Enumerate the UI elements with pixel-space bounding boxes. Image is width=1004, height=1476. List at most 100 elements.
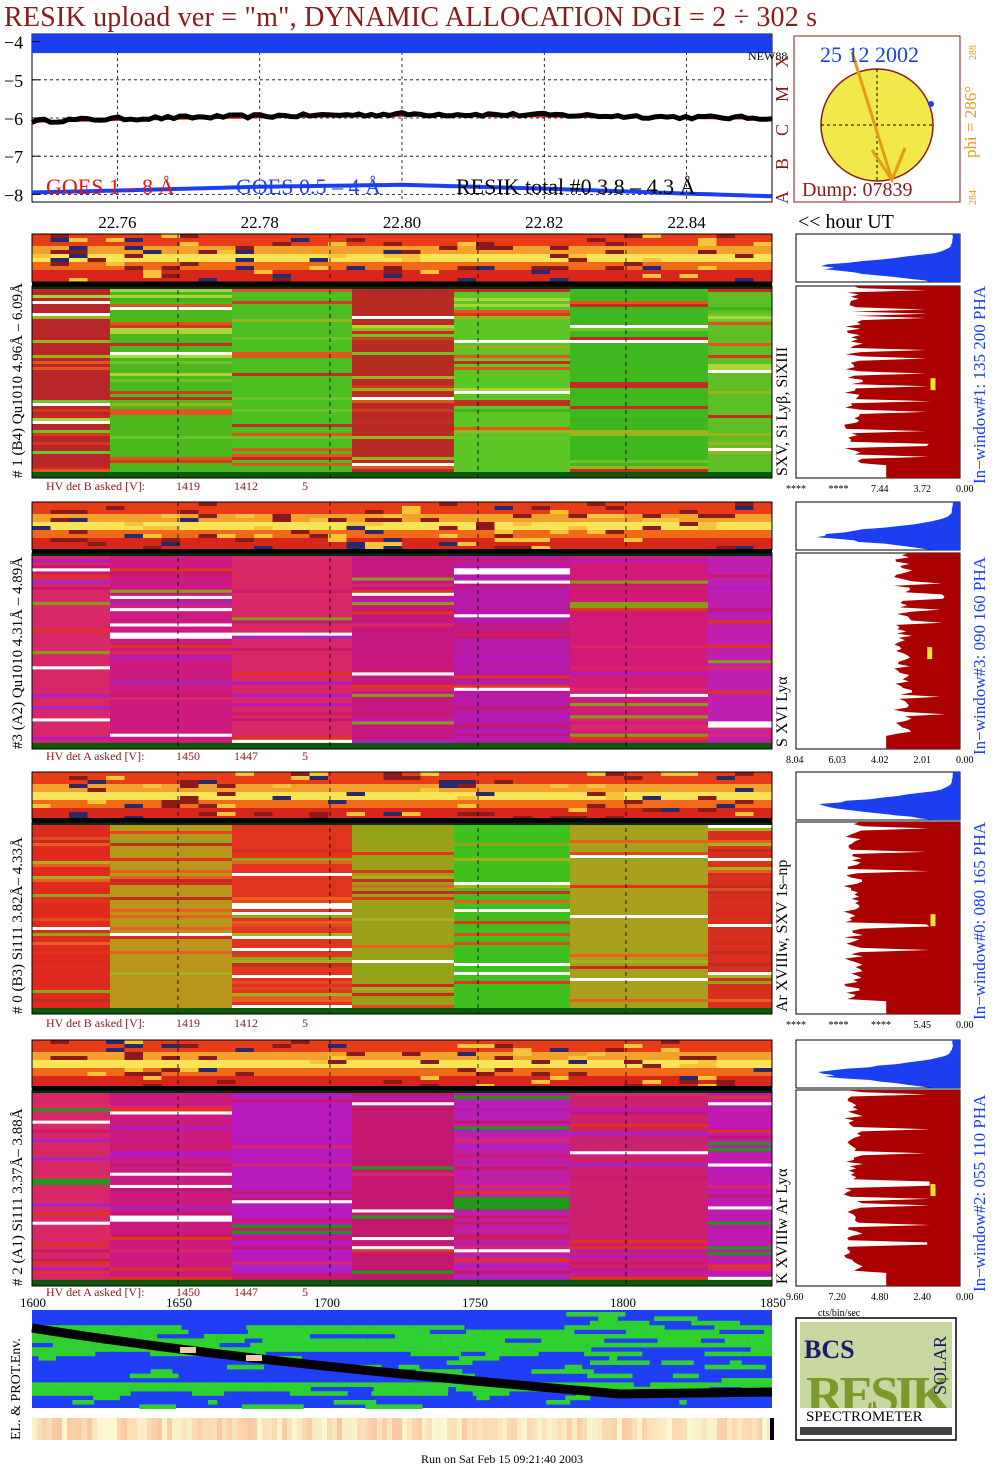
spectral-row	[708, 562, 773, 566]
spectral-row	[352, 1212, 455, 1216]
spectral-row	[454, 409, 571, 413]
spectral-row	[110, 882, 233, 886]
spectral-row	[110, 562, 233, 566]
spectral-top-cell	[291, 242, 310, 247]
spectral-row	[570, 1096, 709, 1100]
spectral-top-cell	[550, 546, 569, 551]
spectral-row	[708, 406, 773, 410]
spectral-row	[352, 1005, 455, 1009]
spectral-top-cell	[143, 538, 162, 543]
spectral-row	[708, 611, 773, 615]
spectral-row	[352, 367, 455, 371]
spectral-top-cell	[50, 510, 70, 515]
spectral-top-cell	[402, 514, 421, 519]
spectral-row	[708, 1197, 773, 1201]
spectral-row	[570, 1188, 709, 1192]
spectral-top-cell	[605, 534, 625, 539]
spectral-top-cell	[87, 522, 107, 527]
spectral-top-cell	[531, 506, 551, 511]
spectral-row	[454, 313, 571, 317]
spectral-top-cell	[494, 258, 514, 263]
spectral-row	[352, 1148, 455, 1152]
spectral-top-cell	[198, 266, 218, 271]
spectral-top-cell	[402, 788, 421, 793]
spectral-row	[708, 397, 773, 401]
spectral-row	[708, 451, 773, 455]
spectral-row	[352, 709, 455, 713]
spectral-row	[352, 421, 455, 425]
spectral-row	[454, 828, 571, 832]
spectral-top-cell	[550, 534, 569, 539]
spectral-row	[232, 316, 353, 320]
spectral-row	[570, 978, 709, 982]
spectral-row	[232, 936, 353, 940]
spectral-top-cell	[180, 1048, 199, 1053]
spectral-row	[110, 1200, 233, 1204]
spectral-row	[110, 918, 233, 922]
spectral-top-cell	[531, 242, 551, 247]
env-strip-cell	[677, 1418, 683, 1440]
spectral-row	[232, 1093, 353, 1097]
spectral-top-cell	[365, 788, 384, 793]
spectral-top-cell	[661, 534, 680, 539]
spectral-top-cell	[698, 808, 717, 813]
spectral-top-cell	[494, 502, 514, 507]
spectral-top-cell	[309, 238, 329, 243]
spectral-top-cell	[420, 234, 440, 239]
env-green-cell	[668, 1329, 702, 1335]
spectral-top-cell	[235, 780, 255, 785]
goes-legend: GOES 1 – 8 Å GOES 0.5 – 4 Å RESIK total #0…	[46, 174, 696, 199]
spectral-top-cell	[309, 772, 329, 777]
spectral-row	[232, 888, 353, 892]
spectral-top-cell	[531, 502, 551, 507]
env-strip-cell	[542, 1418, 548, 1440]
spectral-row	[454, 565, 571, 569]
spectral-row	[570, 936, 709, 940]
spectral-row	[110, 304, 233, 308]
spectral-top-cell	[291, 246, 310, 251]
spectral-row	[32, 669, 111, 673]
hist-xtick-label: ****	[786, 1020, 806, 1031]
spectral-top-cell	[198, 262, 218, 267]
spectral-row	[110, 421, 233, 425]
spectral-top-cell	[217, 800, 236, 805]
spectral-row	[570, 1117, 709, 1122]
spectral-top-cell	[513, 776, 532, 781]
env-strip-cell	[587, 1418, 593, 1440]
spectral-row	[110, 721, 233, 725]
spectral-row	[110, 867, 233, 871]
spectral-top-cell	[698, 1052, 717, 1057]
spectral-row	[352, 1230, 455, 1235]
env-green-cell	[621, 1382, 634, 1387]
spectral-row	[32, 1102, 111, 1106]
spectral-top-cell	[235, 546, 255, 551]
spectral-row	[232, 1246, 353, 1250]
spectral-top-cell	[476, 1048, 495, 1053]
spectral-row	[232, 611, 353, 615]
goes-series-line	[31, 182, 773, 199]
env-green-cell	[592, 1342, 641, 1348]
spectral-top-cell	[624, 796, 643, 801]
spectral-row	[708, 840, 773, 844]
spectral-row	[570, 475, 709, 479]
spectral-row	[570, 358, 709, 362]
spectral-row	[454, 915, 571, 919]
spectral-row	[32, 846, 111, 850]
spectral-top-cell	[272, 270, 292, 275]
spectral-row	[708, 867, 773, 871]
spectral-row	[110, 912, 233, 916]
spectral-row	[570, 565, 709, 569]
spectral-top-cell	[550, 262, 569, 267]
spectral-top-cell	[716, 1076, 736, 1081]
spectral-top-cell	[439, 780, 458, 785]
spectral-top-cell	[346, 266, 366, 271]
env-green-cell	[226, 1364, 253, 1370]
spectral-top-cell	[550, 258, 569, 263]
spectral-top-cell	[439, 506, 458, 511]
spectral-row	[232, 1166, 353, 1171]
spectral-top-cell	[69, 804, 88, 809]
spectral-top-cell	[383, 526, 403, 531]
env-strip-cell	[472, 1418, 478, 1440]
spectral-row	[570, 418, 709, 422]
spectral-top-cell	[494, 1056, 514, 1061]
